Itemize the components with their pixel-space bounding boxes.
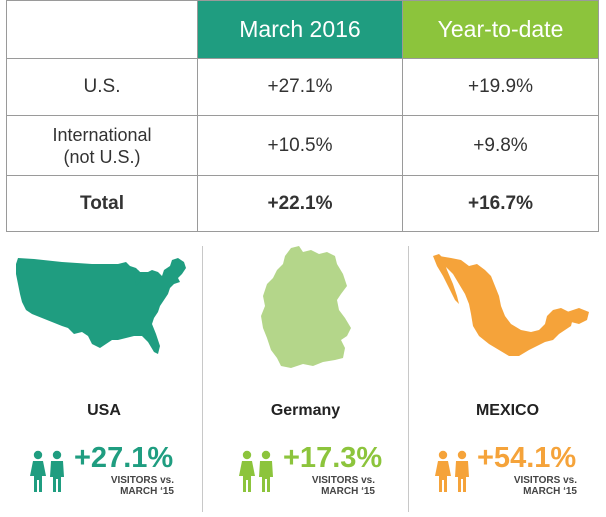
mexico-map-icon <box>433 254 589 356</box>
mexico-change-value: +54.1% <box>477 442 577 474</box>
germany-caption: VISITORS vs. MARCH ‘15 <box>301 475 375 497</box>
mexico-caption: VISITORS vs. MARCH ‘15 <box>503 475 577 497</box>
header-empty-cell <box>6 0 198 59</box>
table-row: U.S. +27.1% +19.9% <box>6 58 599 116</box>
table-row: Total +22.1% +16.7% <box>6 175 599 232</box>
header-march-2016: March 2016 <box>197 0 403 59</box>
germany-map-icon <box>261 246 351 368</box>
usa-caption: VISITORS vs. MARCH ‘15 <box>98 475 174 497</box>
row-label-international: International (not U.S.) <box>6 115 198 176</box>
international-march-value: +10.5% <box>197 115 403 176</box>
usa-caption-line2: MARCH ‘15 <box>120 486 174 497</box>
us-march-value: +27.1% <box>197 58 403 116</box>
germany-change-value: +17.3% <box>283 442 383 474</box>
people-icon <box>435 450 469 492</box>
stats-table: March 2016 Year-to-date U.S. +27.1% +19.… <box>6 0 599 232</box>
international-ytd-value: +9.8% <box>402 115 599 176</box>
country-name-usa: USA <box>87 402 121 419</box>
row-label-international-line2: (not U.S.) <box>63 146 141 167</box>
usa-caption-line1: VISITORS vs. <box>110 475 174 486</box>
country-panel-usa: USA +27.1% VISITORS vs. MARCH ‘15 <box>6 242 202 514</box>
country-name-mexico: MEXICO <box>475 402 540 419</box>
row-label-us: U.S. <box>6 58 198 116</box>
germany-caption-line2: MARCH ‘15 <box>321 486 375 497</box>
total-march-value: +22.1% <box>197 175 403 232</box>
germany-caption-line1: VISITORS vs. <box>311 475 375 486</box>
mexico-caption-line1: VISITORS vs. <box>513 475 577 486</box>
people-icon <box>30 450 64 492</box>
usa-change-value: +27.1% <box>74 442 174 474</box>
row-label-total: Total <box>6 175 198 232</box>
table-row: International (not U.S.) +10.5% +9.8% <box>6 115 599 176</box>
table-header-row: March 2016 Year-to-date <box>6 0 599 59</box>
country-panel-mexico: MEXICO +54.1% VISITORS vs. MARCH ‘15 <box>409 242 606 514</box>
people-icon <box>239 450 273 492</box>
usa-map-icon <box>16 258 186 354</box>
country-panel-germany: Germany +17.3% VISITORS vs. MARCH ‘15 <box>203 242 408 514</box>
panel-divider <box>408 246 409 512</box>
us-ytd-value: +19.9% <box>402 58 599 116</box>
total-ytd-value: +16.7% <box>402 175 599 232</box>
panel-divider <box>202 246 203 512</box>
country-name-germany: Germany <box>270 402 341 419</box>
row-label-international-line1: International <box>52 124 152 145</box>
header-year-to-date: Year-to-date <box>402 0 599 59</box>
mexico-caption-line2: MARCH ‘15 <box>523 486 577 497</box>
